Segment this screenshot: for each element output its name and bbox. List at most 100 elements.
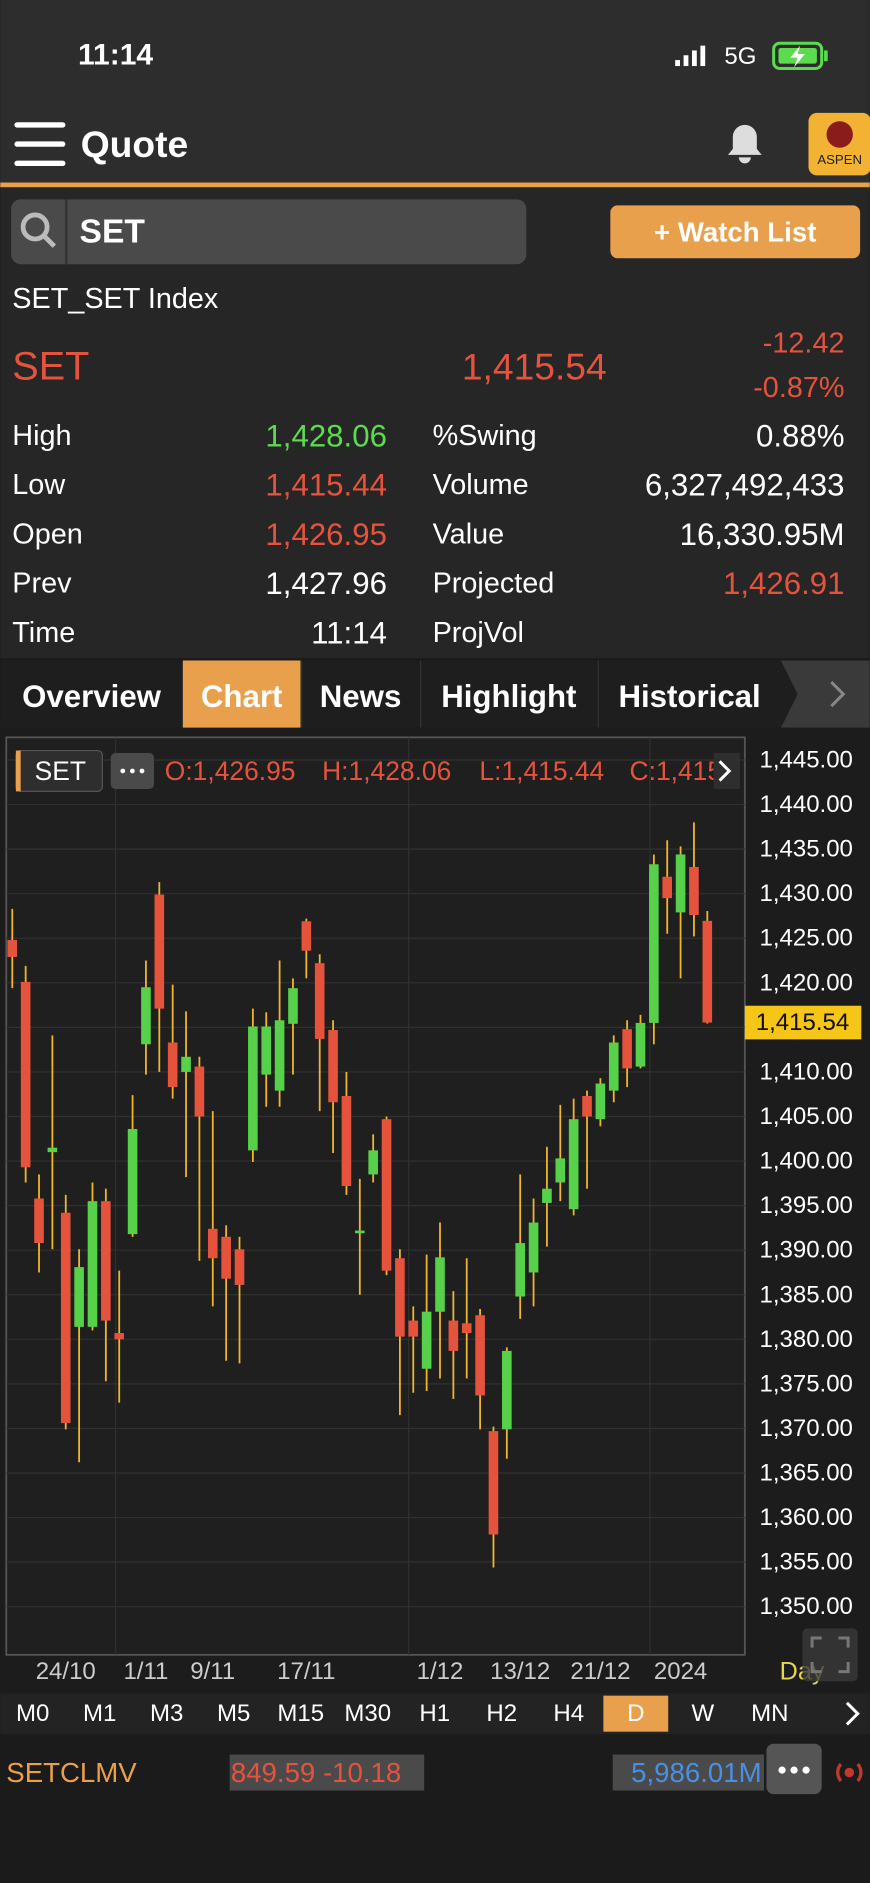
candle-body (328, 1030, 338, 1103)
search-box[interactable] (11, 199, 527, 265)
quote-panel (0, 187, 870, 659)
y-tick-label: 1,430.00 (759, 880, 852, 907)
ticker-symbol: SETCLMV (6, 1757, 137, 1788)
divider (0, 182, 870, 188)
ticker-price: 849.59 -10.18 (231, 1757, 401, 1788)
tab[interactable]: News (320, 679, 402, 714)
timeframe[interactable]: H2 (486, 1700, 517, 1727)
candle-body (435, 1257, 445, 1312)
value-highlight (612, 1754, 765, 1791)
candle-body (221, 1236, 231, 1279)
timeframe[interactable]: H1 (419, 1700, 450, 1727)
dots (778, 1766, 810, 1774)
clock: 11:14 (78, 39, 153, 72)
candle-body (702, 920, 713, 1023)
timeframe[interactable]: M3 (150, 1700, 183, 1727)
timeframe[interactable]: M5 (217, 1700, 250, 1727)
bell-icon[interactable] (728, 124, 762, 164)
timeframe[interactable]: M30 (344, 1700, 391, 1727)
timeframe[interactable]: W (691, 1700, 714, 1727)
ohlc-scroll[interactable] (713, 752, 741, 789)
y-tick-label: 1,380.00 (759, 1326, 852, 1353)
candle-body (542, 1188, 552, 1203)
y-tick-label: 1,405.00 (759, 1103, 852, 1130)
tab[interactable]: Highlight (441, 679, 577, 714)
search-icon (20, 212, 57, 248)
instrument-name: SET_SET Index (12, 283, 219, 315)
y-tick-label: 1,360.00 (759, 1504, 852, 1531)
candle-body (141, 987, 151, 1045)
ohlc-value: L:1,415.44 (479, 756, 604, 786)
candle-body (288, 988, 298, 1024)
candle-body (127, 1128, 138, 1235)
candle-body (248, 1026, 258, 1151)
ohlc-value: C:1,415.54 (630, 756, 759, 786)
candle-body (261, 1026, 272, 1075)
watch-list-button[interactable] (610, 205, 861, 259)
timeframes: M0 M1 M3 M5 M15 M30 H1 H2 H4 D W MN (16, 1695, 788, 1732)
price-highlight (229, 1754, 425, 1791)
timeframe[interactable]: M15 (277, 1700, 324, 1727)
candle-body (20, 981, 31, 1168)
timeframe[interactable]: M0 (16, 1700, 49, 1727)
candle-body (662, 876, 673, 899)
last-price-label: 1,415.54 (756, 1009, 849, 1036)
candle-body (675, 854, 686, 913)
candle-body (101, 1201, 111, 1321)
candle-body (649, 864, 659, 1023)
y-tick-label: 1,420.00 (759, 969, 852, 996)
expand-button[interactable] (802, 1628, 858, 1682)
timeframe[interactable]: H4 (553, 1700, 584, 1727)
candle-body (381, 1119, 392, 1271)
last-price-marker (744, 1005, 862, 1040)
stat-value: 16,330.95M (680, 517, 845, 552)
candle-body (502, 1350, 512, 1430)
logo-text: ASPEN (817, 152, 862, 167)
broadcast-icon[interactable] (836, 1762, 863, 1783)
stat-value: 1,428.06 (265, 418, 387, 453)
candle-body (60, 1212, 71, 1424)
x-tick-label: 24/10 (36, 1658, 96, 1685)
candle-body (461, 1323, 472, 1334)
y-tick-label: 1,365.00 (759, 1460, 852, 1487)
candle-body (314, 963, 325, 1039)
y-tick-label: 1,370.00 (759, 1415, 852, 1442)
chevron[interactable] (845, 1701, 860, 1726)
ohlc-value: O:1,426.95 (165, 756, 296, 786)
candle-body (234, 1249, 245, 1285)
x-tick-label: 21/12 (570, 1658, 630, 1685)
ohlc-value: H:1,428.06 (322, 756, 451, 786)
logo[interactable]: ASPEN (808, 112, 870, 176)
y-tick-label: 1,390.00 (759, 1237, 852, 1264)
active-tab (182, 660, 301, 728)
candle-body (608, 1042, 619, 1091)
stat-value: 1,426.95 (265, 517, 387, 552)
timeframe[interactable]: MN (751, 1700, 788, 1727)
tab-scroll[interactable] (780, 660, 870, 728)
stat-label: ProjVol (433, 617, 524, 649)
y-tick-label: 1,440.00 (759, 791, 852, 818)
timeframe[interactable]: M1 (83, 1700, 116, 1727)
y-tick-label: 1,385.00 (759, 1281, 852, 1308)
tab[interactable]: Chart (201, 679, 283, 714)
stat-label: Value (433, 518, 505, 550)
candle-body (555, 1158, 566, 1183)
candle-body (421, 1311, 432, 1369)
timeframe[interactable]: D (627, 1700, 644, 1727)
candle-body (635, 1022, 646, 1067)
candle-body (34, 1198, 44, 1244)
stat-value: 1,415.44 (265, 468, 387, 503)
dots (120, 768, 145, 774)
y-tick-label: 1,395.00 (759, 1192, 852, 1219)
candle-body (181, 1056, 191, 1072)
menu-button[interactable] (14, 122, 66, 167)
candle-body (528, 1222, 539, 1273)
x-tick-label: 17/11 (277, 1658, 335, 1685)
candle-body (368, 1150, 378, 1175)
candle-body (475, 1315, 485, 1396)
candle-body (114, 1333, 125, 1340)
tab[interactable]: Historical (618, 679, 760, 714)
tab[interactable]: Overview (22, 679, 162, 714)
stat-value: 1,426.91 (723, 566, 845, 601)
